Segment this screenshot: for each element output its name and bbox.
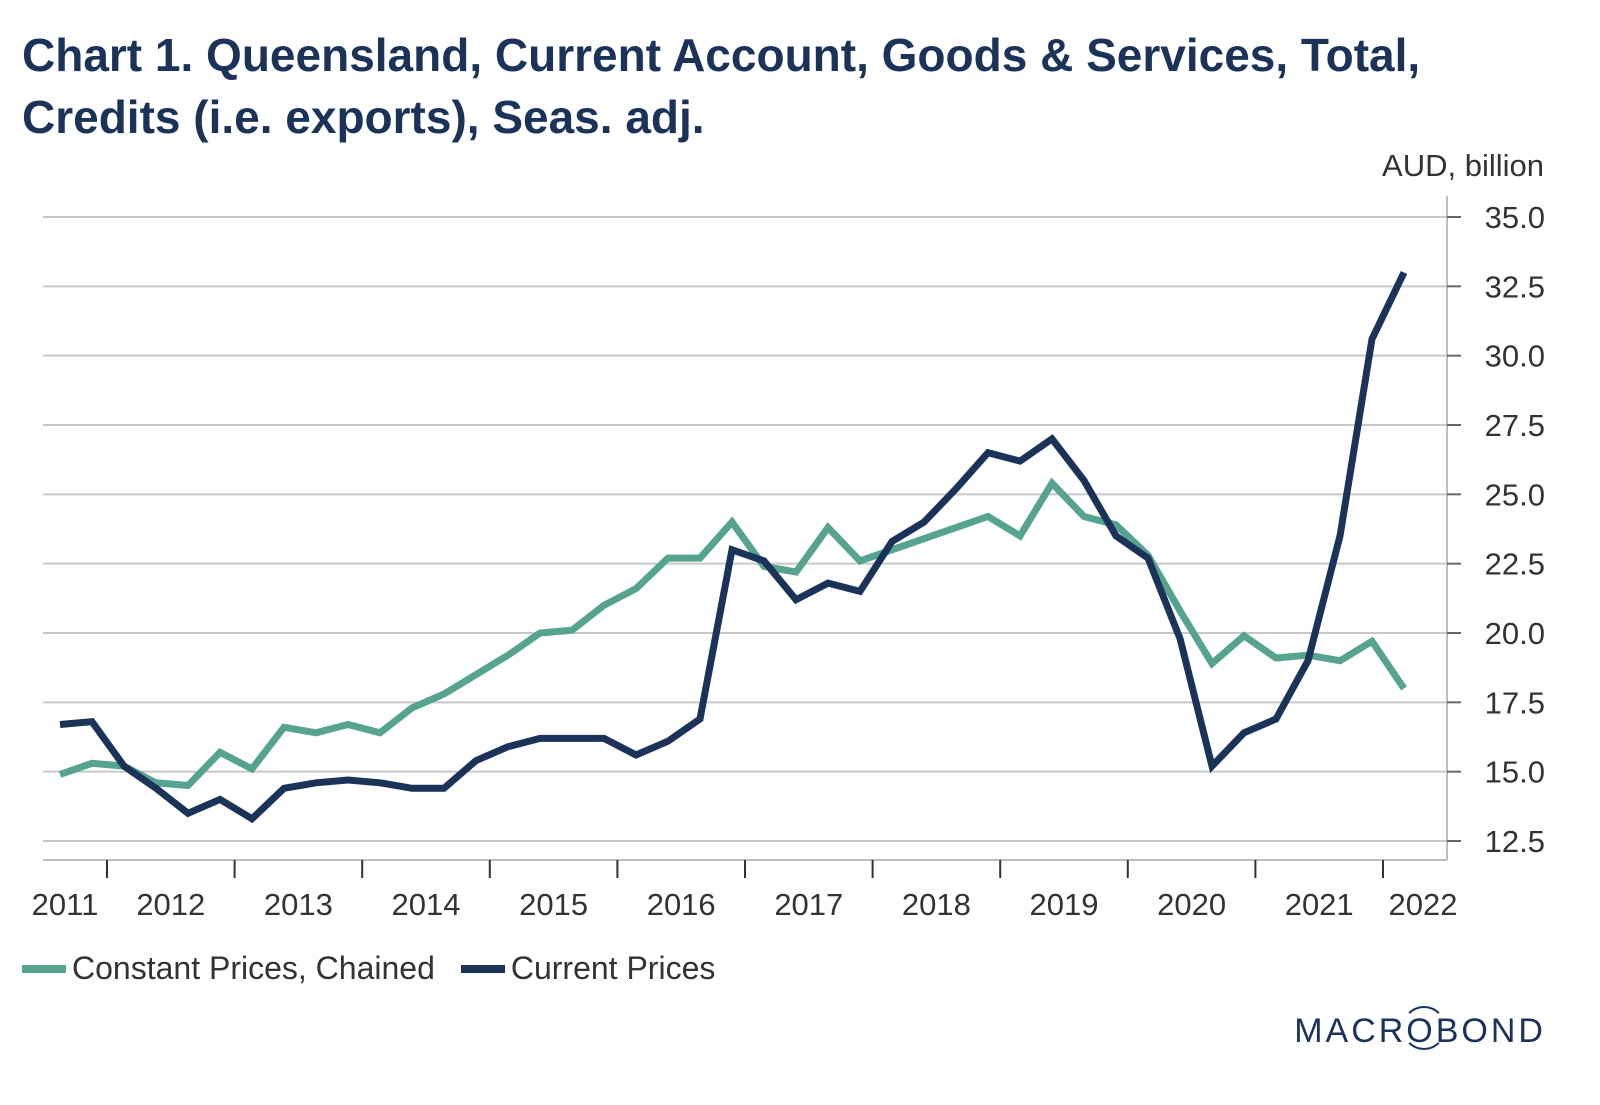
chart-title: Chart 1. Queensland, Current Account, Go… [22, 29, 1421, 143]
legend: Constant Prices, Chained Current Prices [22, 950, 741, 987]
x-tick-label: 2015 [519, 887, 588, 922]
y-tick-label: 35.0 [1485, 200, 1545, 235]
y-axis: 12.5 15.0 17.5 20.0 22.5 25.0 27.5 30.0 32.5 35.0 [1447, 200, 1545, 859]
x-tick-label: 2017 [774, 887, 843, 922]
x-tick-label: 2019 [1030, 887, 1099, 922]
legend-swatch-current-prices [460, 964, 505, 973]
legend-swatch-constant-prices [22, 964, 66, 973]
y-tick-label: 12.5 [1485, 824, 1545, 859]
x-tick-label: 2022 [1389, 887, 1458, 922]
y-tick-label: 30.0 [1485, 339, 1545, 374]
series-line-current-prices [59, 270, 1408, 824]
y-axis-unit-label: AUD, billion [1382, 148, 1544, 183]
x-tick-label: 2020 [1157, 887, 1226, 922]
y-tick-label: 32.5 [1485, 269, 1545, 304]
series-line-constant-prices [58, 477, 1407, 790]
plot-frame [43, 196, 1448, 861]
x-tick-label: 2018 [902, 887, 971, 922]
y-tick-label: 27.5 [1485, 408, 1545, 443]
x-tick-label: 2012 [136, 887, 205, 922]
logo-ring-icon [1402, 1006, 1447, 1050]
y-tick-label: 15.0 [1485, 755, 1545, 790]
y-tick-label: 17.5 [1485, 685, 1545, 720]
y-tick-label: 22.5 [1485, 547, 1545, 582]
y-tick-label: 25.0 [1485, 477, 1545, 512]
legend-label: Current Prices [510, 950, 716, 986]
legend-label: Constant Prices, Chained [72, 950, 435, 986]
x-tick-label: 2021 [1285, 887, 1354, 922]
legend-item-current-prices[interactable]: Current Prices [460, 950, 716, 987]
x-tick-label: 2014 [392, 887, 461, 922]
x-tick-label: 2011 [32, 887, 99, 922]
macrobond-logo: MACROBOND [1294, 1006, 1546, 1051]
x-tick-label: 2013 [264, 887, 333, 922]
y-tick-label: 20.0 [1485, 616, 1545, 651]
gridlines [43, 216, 1447, 842]
x-axis: 2011 2012 2013 2014 2015 2016 2017 2018 2019 2020… [32, 860, 1458, 922]
series-lines [58, 270, 1408, 824]
x-tick-label: 2016 [647, 887, 716, 922]
legend-item-constant-prices[interactable]: Constant Prices, Chained [22, 950, 435, 987]
